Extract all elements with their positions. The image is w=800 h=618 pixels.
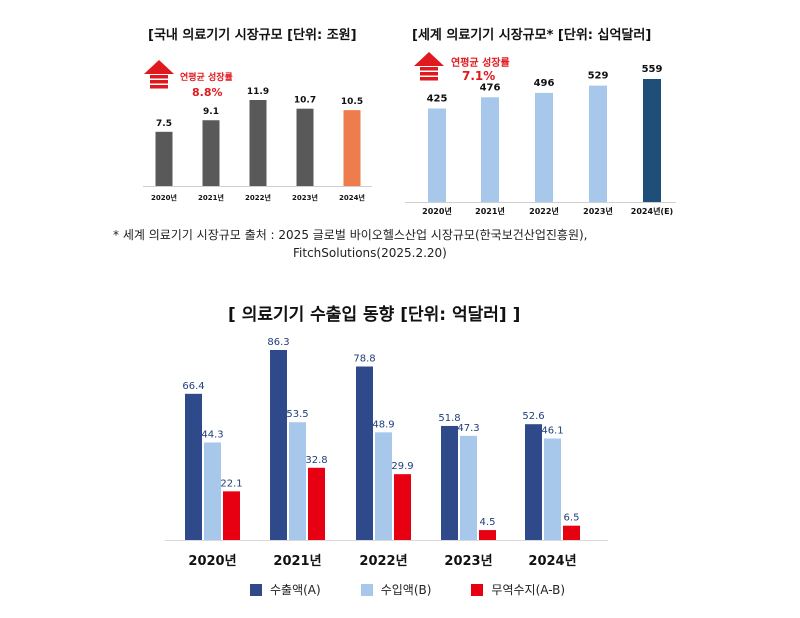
domestic-growth-arrow-stripe [150,85,168,89]
legend-swatch-balance [471,583,484,596]
trade-value-label: 86.3 [267,337,289,348]
trade-value-label: 66.4 [182,381,204,392]
domestic-cagr-value: 8.8% [192,86,223,99]
trade-value-label: 53.5 [286,409,308,420]
global-tick-label: 2021년 [475,206,505,216]
global-bar [643,79,661,202]
trade-bar [544,438,561,540]
domestic-bar [249,100,267,186]
domestic-bar [343,110,361,186]
domestic-value-label: 9.1 [203,107,219,117]
global-growth-arrow-icon [414,52,444,66]
trade-value-label: 32.8 [305,455,327,466]
domestic-bar [155,131,173,186]
trade-bar [479,530,496,540]
legend-label-import: 수입액(B) [380,583,432,597]
global-growth-arrow-stripe [420,77,438,81]
domestic-tick-label: 2022년 [245,193,271,202]
trade-chart-title: [ 의료기기 수출입 동향 [단위: 억달러] ] [228,305,521,325]
trade-value-label: 22.1 [220,478,242,489]
global-cagr-value: 7.1% [462,69,495,83]
global-tick-label: 2022년 [529,206,559,216]
global-value-label: 496 [534,78,555,89]
trade-tick-label: 2023년 [444,554,492,569]
global-tick-label: 2023년 [583,206,613,216]
domestic-value-label: 11.9 [247,87,269,97]
domestic-growth-arrow-icon [144,60,174,74]
domestic-tick-label: 2023년 [292,193,318,202]
legend-label-balance: 무역수지(A-B) [491,583,566,597]
domestic-tick-label: 2020년 [151,193,177,202]
trade-bar [308,467,325,540]
global-value-label: 476 [480,82,501,93]
global-value-label: 425 [427,93,448,104]
trade-bar [185,393,202,540]
trade-value-label: 46.1 [541,426,563,437]
domestic-chart-title: [국내 의료기기 시장규모 [단위: 조원] [148,28,357,43]
global-growth-arrow-stripe [420,67,438,71]
global-value-label: 559 [642,64,663,75]
trade-value-label: 44.3 [201,429,223,440]
trade-value-label: 48.9 [372,419,394,430]
global-tick-label: 2024년(E) [631,206,673,216]
source-footnote-line1: * 세계 의료기기 시장규모 출처 : 2025 글로벌 바이오헬스산업 시장규… [113,228,588,242]
global-bar [481,97,499,202]
domestic-value-label: 10.5 [341,97,363,107]
trade-bar [356,366,373,540]
trade-value-label: 29.9 [391,461,413,472]
domestic-bar [202,120,220,186]
legend-item-export: 수출액(A) [250,581,321,598]
legend-item-import: 수입액(B) [360,581,432,598]
trade-bar [270,350,287,540]
global-value-label: 529 [588,71,609,82]
trade-tick-label: 2020년 [188,554,236,569]
legend-swatch-export [250,583,262,596]
trade-bar [223,491,240,540]
trade-value-label: 47.3 [457,423,479,434]
source-footnote-line2: FitchSolutions(2025.2.20) [293,246,447,260]
trade-bar [441,425,458,540]
trade-value-label: 78.8 [353,354,375,365]
global-bar [589,85,607,202]
domestic-bar [296,108,314,186]
trade-value-label: 51.8 [438,413,460,424]
trade-value-label: 52.6 [522,411,544,422]
trade-tick-label: 2024년 [528,554,576,569]
global-bar [428,108,446,202]
legend-swatch-import [360,583,373,596]
trade-bar [460,435,477,540]
legend-item-balance: 무역수지(A-B) [471,581,565,598]
global-chart-title: [세계 의료기기 시장규모* [단위: 십억달러] [412,28,652,43]
domestic-growth-arrow-stripe [150,80,168,84]
trade-bar [204,442,221,540]
trade-value-label: 4.5 [480,517,496,528]
legend-label-export: 수출액(A) [270,583,321,597]
domestic-value-label: 7.5 [156,119,172,129]
domestic-tick-label: 2021년 [198,193,224,202]
global-cagr-label: 연평균 성장률 [451,56,510,69]
global-growth-arrow-stripe [420,72,438,76]
domestic-tick-label: 2024년 [339,193,365,202]
trade-bar [375,432,392,540]
global-bar [535,92,553,202]
trade-value-label: 6.5 [564,513,580,524]
trade-bar [394,474,411,540]
domestic-cagr-label: 연평균 성장률 [180,71,233,83]
trade-bar [289,422,306,540]
trade-bar [525,424,542,540]
trade-chart-legend: 수출액(A) 수입액(B) 무역수지(A-B) [250,581,565,598]
trade-tick-label: 2022년 [359,554,407,569]
domestic-value-label: 10.7 [294,96,316,106]
domestic-growth-arrow-stripe [150,75,168,79]
trade-tick-label: 2021년 [273,554,321,569]
trade-bar [563,525,580,540]
global-tick-label: 2020년 [422,206,452,216]
